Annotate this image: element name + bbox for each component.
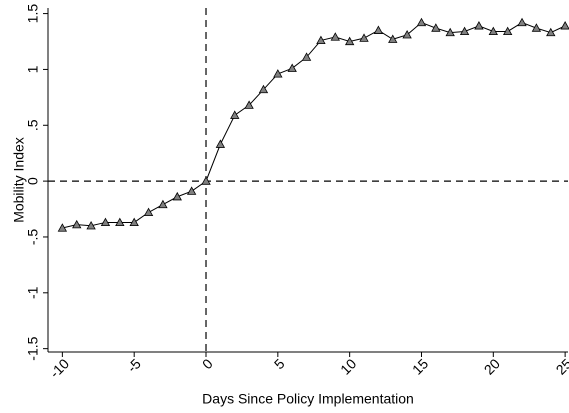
marker <box>244 100 254 109</box>
marker <box>431 23 441 32</box>
marker <box>230 110 240 119</box>
marker <box>143 207 154 216</box>
marker <box>72 219 82 229</box>
marker <box>57 223 68 232</box>
marker <box>273 69 283 78</box>
y-tick-label: .5 <box>25 119 41 131</box>
marker <box>301 52 312 61</box>
marker <box>201 176 211 185</box>
marker <box>459 26 470 36</box>
marker <box>115 217 125 227</box>
marker <box>158 199 168 209</box>
marker <box>344 36 355 46</box>
x-tick-label: -5 <box>124 355 144 375</box>
marker <box>172 191 182 201</box>
marker <box>517 17 527 27</box>
marker <box>474 21 484 30</box>
x-tick-label: 15 <box>409 355 431 377</box>
y-tick-label: -1 <box>25 286 41 299</box>
y-tick-label: 1 <box>25 65 41 73</box>
marker <box>287 63 297 72</box>
marker <box>330 32 340 41</box>
marker <box>546 27 556 37</box>
y-tick-label: -1.5 <box>25 336 41 360</box>
x-tick-label: 10 <box>337 355 359 377</box>
marker <box>86 220 96 230</box>
marker <box>502 26 513 36</box>
x-tick-label: 0 <box>199 355 216 372</box>
marker <box>100 217 111 227</box>
marker <box>129 217 139 227</box>
x-tick-label: 25 <box>553 355 569 377</box>
marker <box>416 17 427 27</box>
marker <box>531 23 542 32</box>
marker <box>445 27 455 37</box>
marker <box>359 33 369 42</box>
y-tick-label: 0 <box>25 177 41 185</box>
marker <box>186 186 197 195</box>
x-axis-label: Days Since Policy Implementation <box>202 391 414 407</box>
x-tick-label: 20 <box>481 355 503 377</box>
marker <box>560 21 569 30</box>
marker <box>402 29 412 39</box>
y-axis-label: Mobility Index <box>11 137 27 223</box>
marker <box>388 34 398 43</box>
marker <box>488 26 498 36</box>
x-tick-label: -10 <box>46 355 72 381</box>
marker <box>316 35 326 44</box>
x-tick-label: 5 <box>271 355 288 372</box>
y-tick-label: -.5 <box>25 229 41 246</box>
marker <box>215 139 226 148</box>
line <box>62 21 566 229</box>
marker <box>258 84 269 94</box>
marker <box>373 25 384 34</box>
y-tick-label: 1.5 <box>25 4 41 24</box>
